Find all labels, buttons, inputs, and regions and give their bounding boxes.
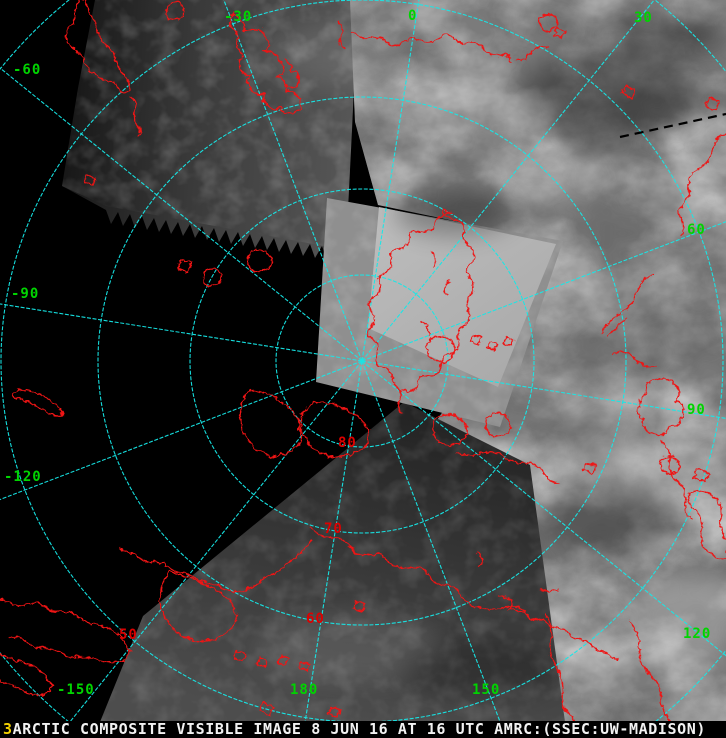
longitude-label-30: 30 <box>634 10 653 26</box>
longitude-label-150: 150 <box>472 682 501 698</box>
latitude-circle-70 <box>189 188 535 534</box>
latitude-label-60: 60 <box>306 611 325 627</box>
longitude-label-90: 90 <box>687 402 706 418</box>
graticule <box>0 0 726 722</box>
latitude-label-70: 70 <box>324 521 343 537</box>
satellite-composite-canvas <box>0 0 726 722</box>
longitude-label--30: -30 <box>224 9 253 25</box>
longitude-label-60: 60 <box>687 222 706 238</box>
latitude-label-50: 50 <box>119 627 138 643</box>
longitude-label-0: 0 <box>408 8 418 24</box>
latitude-circle-50 <box>0 0 724 722</box>
bright-ice-quad <box>368 207 556 387</box>
caption-text: ARCTIC COMPOSITE VISIBLE IMAGE 8 JUN 16 … <box>12 720 707 738</box>
longitude-label-120: 120 <box>683 626 712 642</box>
terminator-dashed-line <box>619 112 726 139</box>
longitude-label--120: -120 <box>4 469 42 485</box>
meridians <box>0 0 726 722</box>
frame-number: 3 <box>3 720 13 738</box>
longitude-label--90: -90 <box>11 286 40 302</box>
latitude-label-80: 80 <box>338 435 357 451</box>
cloud-shading <box>255 13 726 698</box>
latitude-circle-60 <box>97 96 627 626</box>
coastlines <box>0 0 726 722</box>
caption-bar: 3 ARCTIC COMPOSITE VISIBLE IMAGE 8 JUN 1… <box>0 721 726 738</box>
longitude-label--150: -150 <box>57 682 95 698</box>
longitude-label-180: 180 <box>290 682 319 698</box>
longitude-label--60: -60 <box>13 62 42 78</box>
